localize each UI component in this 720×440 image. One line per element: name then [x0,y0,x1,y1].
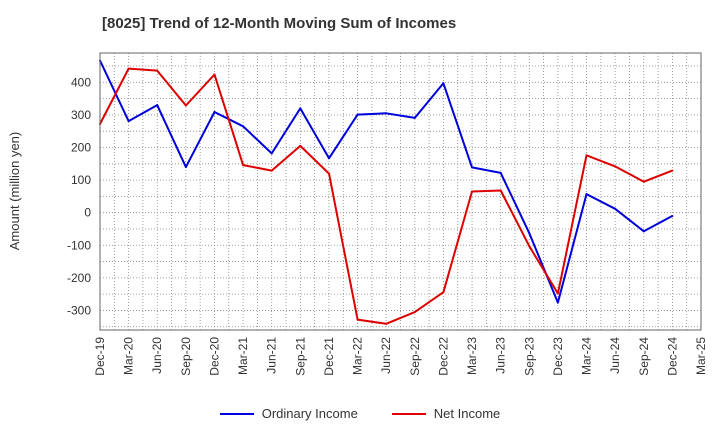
data-point [184,104,187,107]
x-tick-label: Mar-20 [122,337,136,375]
data-point [671,169,674,172]
y-tick-label: -200 [67,271,91,285]
data-point [385,322,388,325]
data-point [213,110,216,113]
legend-label-net-income: Net Income [433,406,501,421]
x-tick-label: Jun-22 [379,337,393,374]
data-point [242,164,245,167]
y-tick-label: -300 [67,303,91,317]
data-point [127,67,130,70]
x-tick-label: Dec-19 [93,337,107,376]
data-point [413,116,416,119]
plot-border [99,52,702,331]
data-point [327,157,330,160]
data-point [442,291,445,294]
x-tick-label: Dec-22 [436,337,450,376]
data-point [499,171,502,174]
x-tick-label: Jun-23 [494,337,508,374]
legend-label-ordinary-income: Ordinary Income [261,406,358,421]
legend: Ordinary Income Net Income [0,406,720,421]
data-point [327,172,330,175]
data-point [471,166,474,169]
y-tick-label: 0 [84,206,91,220]
x-tick-label: Mar-23 [465,337,479,375]
data-point [299,144,302,147]
legend-item-ordinary-income: Ordinary Income [219,406,358,421]
x-tick-label: Mar-21 [236,337,250,375]
chart-title: [8025] Trend of 12-Month Moving Sum of I… [102,15,457,32]
x-tick-label: Sep-23 [522,337,536,376]
data-point [385,112,388,115]
data-point [184,166,187,169]
data-point [528,232,531,235]
data-point [356,318,359,321]
data-point [556,292,559,295]
x-tick-label: Dec-24 [665,337,679,376]
x-tick-label: Sep-21 [293,337,307,376]
legend-item-net-income: Net Income [391,406,501,421]
y-tick-label: -100 [67,238,91,252]
data-point [642,180,645,183]
data-point [614,165,617,168]
data-point [642,230,645,233]
data-point [499,189,502,192]
x-tick-label: Dec-20 [207,337,221,376]
data-point [585,193,588,196]
x-tick-label: Jun-20 [150,337,164,374]
x-tick-label: Dec-21 [322,337,336,376]
data-point [270,152,273,155]
data-point [471,190,474,193]
x-tick-label: Dec-23 [551,337,565,376]
data-point [356,113,359,116]
x-tick-label: Jun-24 [608,337,622,374]
data-point [270,169,273,172]
data-point [442,82,445,85]
x-tick-label: Mar-25 [694,337,708,375]
data-point [213,73,216,76]
x-tick-label: Mar-22 [351,337,365,375]
data-point [156,69,159,72]
y-axis-title: Amount (million yen) [7,132,22,251]
y-tick-label: 400 [71,75,91,89]
x-tick-label: Sep-20 [179,337,193,376]
x-tick-label: Sep-24 [637,337,651,376]
data-point [528,245,531,248]
data-point [242,125,245,128]
x-tick-label: Sep-22 [408,337,422,376]
data-point [614,207,617,210]
data-point [413,311,416,314]
data-point [156,104,159,107]
y-tick-label: 200 [71,141,91,155]
y-tick-label: 300 [71,108,91,122]
y-tick-label: 100 [71,173,91,187]
data-point [556,301,559,304]
x-tick-label: Jun-21 [265,337,279,374]
legend-swatch-ordinary-income [219,412,254,415]
x-tick-label: Mar-24 [580,337,594,375]
data-point [299,107,302,110]
data-point [585,154,588,157]
data-point [127,120,130,123]
legend-swatch-net-income [391,412,426,415]
data-point [671,214,674,217]
